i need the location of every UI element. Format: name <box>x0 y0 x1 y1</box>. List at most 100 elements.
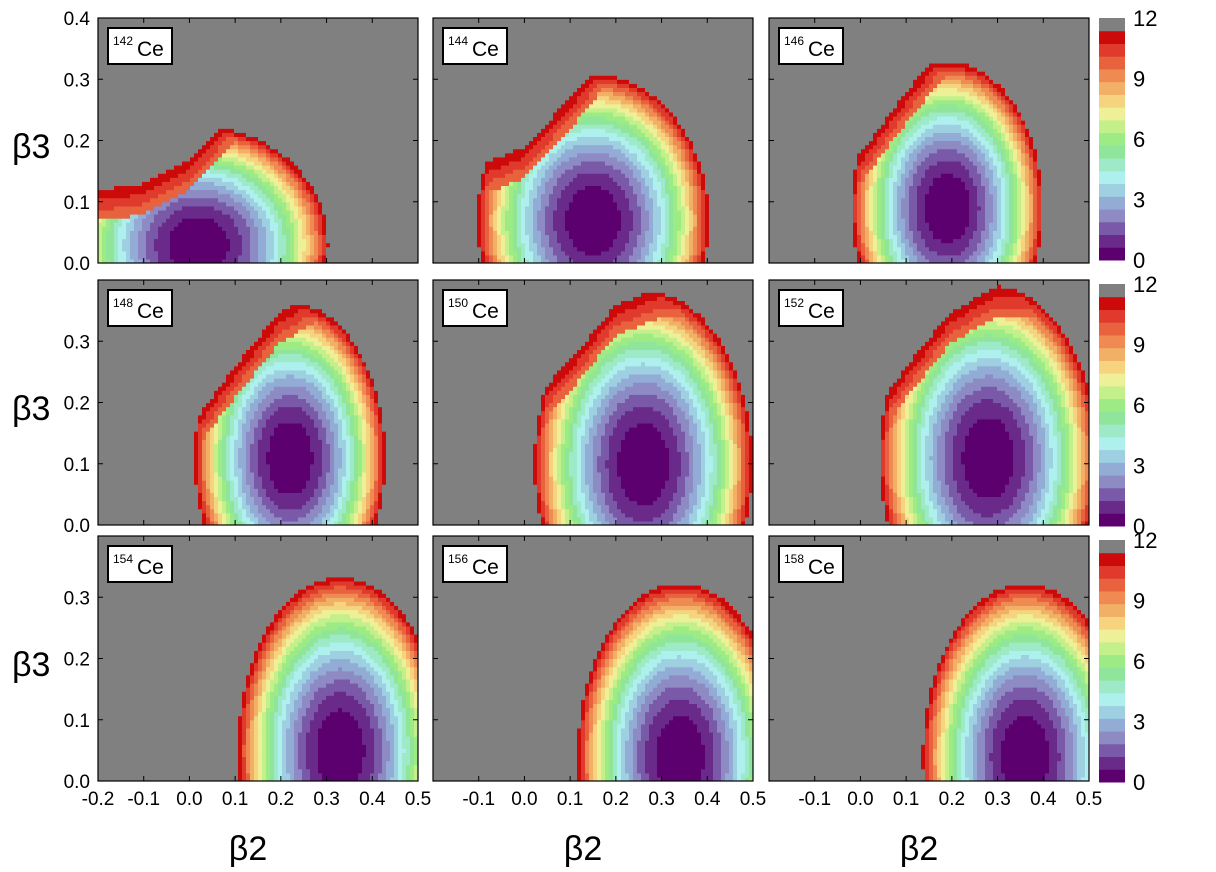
panel-ticks <box>768 535 1090 782</box>
panel-ticks <box>768 279 1090 526</box>
nucleus-label: 154 Ce <box>107 545 173 583</box>
panel-156-ce: 156 Ce <box>432 535 754 782</box>
colorbar-tick-label: 12 <box>1133 272 1157 297</box>
panel-142-ce: 142 Ce <box>97 17 419 264</box>
contour-surface <box>433 280 753 525</box>
nucleus-mass: 144 <box>448 34 468 48</box>
nucleus-mass: 158 <box>784 552 804 566</box>
x-tick-label: 0.1 <box>222 789 248 810</box>
panel-ticks <box>97 535 419 782</box>
x-tick-label: -0.1 <box>462 789 495 810</box>
nucleus-element: Ce <box>808 38 835 61</box>
nucleus-label: 158 Ce <box>778 545 844 583</box>
nucleus-element: Ce <box>137 556 164 579</box>
x-tick-label: 0.4 <box>359 789 386 810</box>
y-axis-label: β3 <box>12 390 50 428</box>
x-tick-label: 0.1 <box>557 789 583 810</box>
panel-ticks <box>97 17 419 264</box>
panel-146-ce: 146 Ce <box>768 17 1090 264</box>
y-axis-label: β3 <box>12 646 50 684</box>
x-tick-label: -0.1 <box>127 789 160 810</box>
x-tick-label: 0.3 <box>984 789 1010 810</box>
nucleus-label: 150 Ce <box>442 289 508 327</box>
colorbar-tick-label: 3 <box>1133 710 1145 735</box>
nucleus-label: 144 Ce <box>442 27 508 65</box>
y-tick-label: 0.2 <box>64 394 90 415</box>
panel-ticks <box>768 17 1090 264</box>
nucleus-element: Ce <box>808 556 835 579</box>
y-tick-label: 0.0 <box>64 254 90 275</box>
colorbar-tick-label: 0 <box>1133 514 1145 539</box>
nucleus-element: Ce <box>808 300 835 323</box>
y-axis-label: β3 <box>12 128 50 166</box>
y-tick-label: 0.3 <box>64 70 90 91</box>
x-tick-label: -0.1 <box>798 789 831 810</box>
panel-ticks <box>432 535 754 782</box>
panel-154-ce: 154 Ce <box>97 535 419 782</box>
x-axis-label: β2 <box>564 830 602 868</box>
x-tick-label: -0.2 <box>82 789 115 810</box>
colorbar: 0 3 6 9 12 <box>1099 6 1157 273</box>
nucleus-mass: 146 <box>784 34 804 48</box>
nucleus-label: 146 Ce <box>778 27 844 65</box>
x-tick-label: 0.5 <box>1076 789 1102 810</box>
nucleus-mass: 142 <box>113 34 133 48</box>
colorbar-tick-label: 9 <box>1133 333 1145 358</box>
panel-148-ce: 148 Ce <box>97 279 419 526</box>
contour-surface <box>433 536 753 781</box>
nucleus-mass: 150 <box>448 296 468 310</box>
panel-ticks <box>432 279 754 526</box>
colorbar: 0 3 6 9 12 <box>1099 528 1157 795</box>
panel-144-ce: 144 Ce <box>432 17 754 264</box>
nucleus-element: Ce <box>472 300 499 323</box>
colorbar-tick-label: 3 <box>1133 454 1145 479</box>
contour-surface <box>98 280 418 525</box>
y-tick-label: 0.4 <box>64 9 91 30</box>
x-tick-label: 0.0 <box>511 789 537 810</box>
x-tick-label: 0.5 <box>405 789 431 810</box>
colorbar-tick-label: 12 <box>1133 6 1157 31</box>
contour-surface <box>769 280 1089 525</box>
contour-surface <box>433 18 753 263</box>
panel-ticks <box>97 279 419 526</box>
x-tick-label: 0.4 <box>694 789 721 810</box>
colorbar-tick-label: 6 <box>1133 649 1145 674</box>
colorbar-tick-label: 9 <box>1133 589 1145 614</box>
y-tick-label: 0.3 <box>64 332 90 353</box>
y-tick-label: 0.0 <box>64 772 90 793</box>
x-tick-label: 0.0 <box>176 789 202 810</box>
y-tick-label: 0.2 <box>64 650 90 671</box>
y-tick-label: 0.0 <box>64 516 90 537</box>
y-tick-label: 0.1 <box>64 711 90 732</box>
colorbar-tick-label: 0 <box>1133 770 1145 795</box>
nucleus-mass: 148 <box>113 296 133 310</box>
y-tick-label: 0.1 <box>64 193 90 214</box>
x-tick-label: 0.3 <box>648 789 674 810</box>
axis-labels-layer: 0.0 0.1 0.2 0.3 0.4 0.0 0.1 0.2 0.3 0.0 0.1 0.2 0.3 -… <box>12 9 1102 868</box>
x-tick-label: 0.2 <box>268 789 294 810</box>
x-axis-label: β2 <box>900 830 938 868</box>
nucleus-mass: 156 <box>448 552 468 566</box>
x-tick-label: 0.1 <box>893 789 919 810</box>
nucleus-element: Ce <box>137 300 164 323</box>
colorbar-tick-label: 6 <box>1133 393 1145 418</box>
contour-surface <box>769 18 1089 263</box>
x-tick-label: 0.3 <box>313 789 339 810</box>
panel-ticks <box>432 17 754 264</box>
colorbar-tick-label: 12 <box>1133 528 1157 553</box>
nucleus-label: 142 Ce <box>107 27 173 65</box>
colorbar: 0 3 6 9 12 <box>1099 272 1157 539</box>
x-axis-label: β2 <box>229 830 267 868</box>
x-tick-label: 0.2 <box>603 789 629 810</box>
nucleus-element: Ce <box>472 38 499 61</box>
x-tick-label: 0.0 <box>847 789 873 810</box>
colorbar-tick-label: 3 <box>1133 188 1145 213</box>
colorbar-tick-label: 9 <box>1133 67 1145 92</box>
panel-150-ce: 150 Ce <box>432 279 754 526</box>
y-tick-label: 0.1 <box>64 455 90 476</box>
y-tick-label: 0.3 <box>64 588 90 609</box>
nucleus-mass: 152 <box>784 296 804 310</box>
nucleus-mass: 154 <box>113 552 133 566</box>
